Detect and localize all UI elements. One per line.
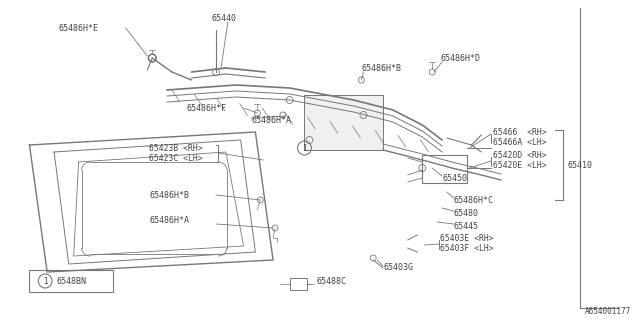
Text: 65420E <LH>: 65420E <LH> [493, 161, 547, 170]
Text: 65480: 65480 [454, 209, 479, 218]
Bar [305, 95, 383, 150]
Bar [290, 278, 307, 290]
Text: 65410: 65410 [568, 161, 593, 170]
Text: 65403G: 65403G [383, 263, 413, 273]
Text: 6548BN: 6548BN [57, 276, 87, 285]
Text: A654001177: A654001177 [584, 308, 630, 316]
Text: 65403F <LH>: 65403F <LH> [440, 244, 493, 252]
Text: 65466A <LH>: 65466A <LH> [493, 138, 547, 147]
Text: 65486H*C: 65486H*C [454, 196, 494, 204]
Text: 65486H*F: 65486H*F [187, 103, 227, 113]
Text: 65486H*B: 65486H*B [362, 63, 401, 73]
Text: 65466  <RH>: 65466 <RH> [493, 127, 547, 137]
Text: 65486H*A: 65486H*A [149, 215, 189, 225]
Text: 65486H*A: 65486H*A [252, 116, 291, 124]
Text: 1: 1 [302, 143, 307, 153]
Text: 1: 1 [43, 276, 47, 285]
Text: 65420D <RH>: 65420D <RH> [493, 150, 547, 159]
Bar [422, 155, 467, 183]
Text: 65403E <RH>: 65403E <RH> [440, 234, 493, 243]
Text: 65486H*E: 65486H*E [59, 23, 99, 33]
Text: 65486H*D: 65486H*D [440, 53, 480, 62]
Text: 65423B <RH>: 65423B <RH> [149, 143, 203, 153]
Text: 65423C <LH>: 65423C <LH> [149, 154, 203, 163]
Text: 65488C: 65488C [316, 277, 346, 286]
Text: 65440: 65440 [211, 13, 236, 22]
Text: 65486H*B: 65486H*B [149, 190, 189, 199]
Text: 65450: 65450 [442, 173, 467, 182]
Text: 65445: 65445 [454, 221, 479, 230]
Bar [29, 270, 113, 292]
